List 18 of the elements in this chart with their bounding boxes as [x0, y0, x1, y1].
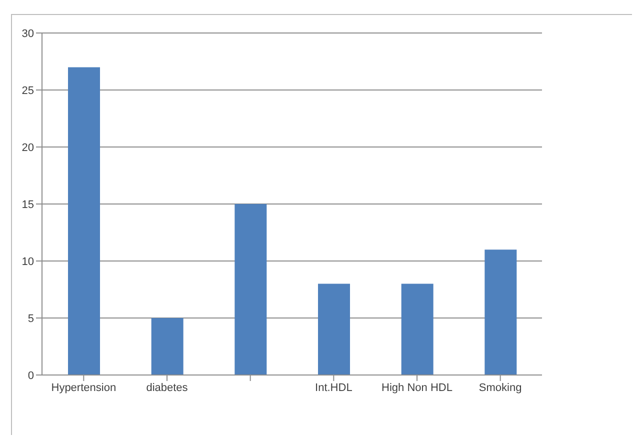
y-tick-label: 20: [22, 142, 34, 154]
y-tick-label: 25: [22, 84, 34, 97]
bar: [401, 284, 434, 375]
y-tick-label: 10: [22, 256, 34, 268]
y-tick-label: 15: [22, 198, 34, 211]
x-tick-label: Hypertension: [51, 382, 116, 394]
bar: [234, 204, 267, 375]
bar: [318, 284, 350, 375]
y-tick-label: 0: [28, 370, 34, 382]
x-tick-label: High Non HDL: [382, 382, 452, 394]
x-tick-label: diabetes: [146, 382, 188, 394]
y-tick-label: 30: [22, 28, 34, 40]
x-tick-label: Smoking: [478, 382, 522, 394]
y-tick-label: 5: [28, 312, 34, 325]
bar: [151, 318, 184, 375]
bar: [68, 67, 100, 375]
bar: [484, 250, 517, 375]
x-tick-label: Int.HDL: [315, 382, 352, 394]
